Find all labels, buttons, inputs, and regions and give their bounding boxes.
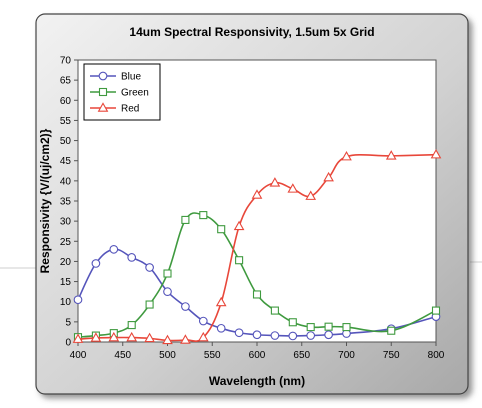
data-point-blue: [145, 263, 154, 272]
data-point-red: [126, 331, 138, 342]
legend-item-blue: Blue: [90, 72, 141, 83]
data-point-blue: [270, 331, 280, 340]
y-tick-label: 50: [60, 136, 72, 147]
data-point-green: [181, 215, 190, 224]
data-point-green: [163, 269, 172, 278]
series-red: [72, 148, 442, 345]
data-point-red: [215, 296, 227, 307]
x-tick-label: 650: [293, 350, 310, 361]
data-point-red: [385, 150, 397, 160]
x-tick-label: 750: [383, 350, 400, 361]
legend-marker-red: [97, 102, 109, 112]
y-tick-label: 35: [60, 197, 72, 208]
legend-marker-green: [98, 87, 108, 97]
data-point-red: [144, 332, 155, 343]
data-point-blue: [324, 330, 333, 340]
data-point-red: [341, 150, 352, 161]
x-tick-label: 400: [70, 350, 87, 361]
data-point-blue: [91, 259, 101, 268]
y-axis-title: Responsivity {V/(uj/cm2)}: [38, 128, 52, 273]
x-tick-label: 550: [204, 350, 221, 361]
x-tick-label: 450: [114, 350, 131, 361]
data-point-green: [252, 290, 262, 299]
data-point-blue: [306, 331, 316, 340]
data-point-green: [199, 211, 208, 220]
data-point-blue: [252, 330, 262, 340]
y-tick-label: 30: [60, 217, 72, 228]
data-point-blue: [127, 253, 137, 262]
legend: Blue Green Red: [83, 63, 161, 121]
data-point-blue: [181, 302, 190, 311]
data-point-blue: [216, 323, 226, 333]
data-point-green: [324, 322, 333, 331]
x-tick-label: 500: [159, 350, 176, 361]
data-point-red: [251, 189, 263, 199]
legend-item-red: Red: [90, 102, 139, 115]
data-point-blue: [198, 316, 208, 326]
data-point-red: [287, 183, 299, 193]
data-point-green: [306, 323, 315, 332]
data-point-green: [342, 323, 351, 332]
y-tick-label: 5: [65, 317, 71, 328]
data-point-blue: [163, 287, 172, 296]
data-point-blue: [288, 331, 298, 341]
y-tick-label: 25: [60, 237, 72, 248]
data-point-green: [235, 256, 244, 265]
data-point-red: [180, 334, 191, 344]
data-point-blue: [234, 328, 244, 338]
data-point-red: [108, 331, 120, 342]
data-point-red: [162, 334, 173, 345]
y-tick-label: 55: [60, 116, 72, 127]
data-point-red: [233, 220, 245, 231]
data-point-blue: [73, 295, 83, 305]
chart-title: 14um Spectral Responsivity, 1.5um 5x Gri…: [129, 25, 374, 39]
data-point-green: [127, 321, 136, 330]
y-tick-label: 45: [60, 156, 72, 167]
y-tick-label: 15: [60, 277, 72, 288]
series-green: [73, 211, 441, 342]
series-layer: [72, 148, 442, 345]
data-point-green: [270, 306, 279, 315]
x-axis-title: Wavelength (nm): [209, 374, 305, 388]
legend-label-green: Green: [121, 88, 149, 99]
legend-label-red: Red: [121, 104, 139, 115]
data-point-red: [197, 331, 209, 342]
x-tick-label: 800: [428, 350, 445, 361]
data-point-green: [288, 318, 297, 327]
y-tick-label: 40: [60, 176, 72, 187]
data-point-green: [387, 326, 396, 335]
data-point-red: [90, 332, 102, 342]
x-tick-label: 600: [249, 350, 266, 361]
legend-marker-blue: [98, 71, 108, 81]
legend-label-blue: Blue: [121, 72, 141, 83]
data-point-red: [269, 177, 281, 187]
legend-item-green: Green: [90, 88, 149, 99]
y-tick-label: 60: [60, 96, 72, 107]
y-tick-label: 65: [60, 76, 72, 87]
data-point-green: [145, 300, 154, 309]
x-tick-label: 700: [338, 350, 355, 361]
series-blue: [73, 244, 441, 341]
data-point-blue: [109, 244, 119, 254]
data-point-green: [217, 225, 226, 234]
y-tick-label: 70: [60, 56, 72, 67]
y-tick-label: 20: [60, 257, 72, 268]
data-point-green: [431, 306, 441, 315]
data-point-red: [323, 171, 334, 182]
y-tick-label: 10: [60, 297, 72, 308]
data-point-red: [72, 333, 84, 343]
data-point-red: [430, 148, 442, 159]
y-tick-label: 0: [65, 338, 71, 349]
data-point-red: [305, 190, 317, 200]
